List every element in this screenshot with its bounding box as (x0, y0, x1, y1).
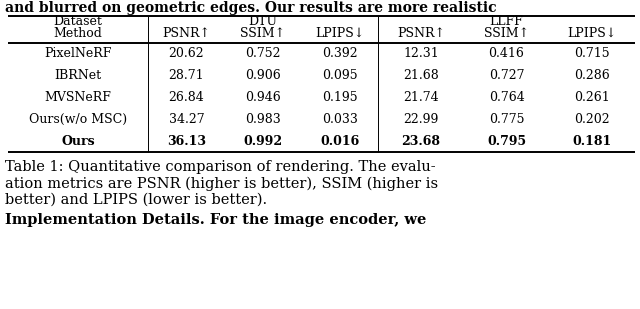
Text: 0.416: 0.416 (488, 47, 524, 60)
Text: 28.71: 28.71 (168, 69, 204, 82)
Text: PSNR↑: PSNR↑ (397, 27, 445, 40)
Text: 23.68: 23.68 (401, 135, 440, 148)
Text: Dataset: Dataset (54, 15, 102, 28)
Text: 0.906: 0.906 (245, 69, 281, 82)
Text: 0.992: 0.992 (243, 135, 283, 148)
Text: 0.286: 0.286 (574, 69, 610, 82)
Text: 0.983: 0.983 (245, 113, 281, 126)
Text: IBRNet: IBRNet (54, 69, 102, 82)
Text: 0.946: 0.946 (245, 91, 281, 104)
Text: 12.31: 12.31 (403, 47, 438, 60)
Text: 34.27: 34.27 (168, 113, 204, 126)
Text: PixelNeRF: PixelNeRF (44, 47, 112, 60)
Text: LLFF: LLFF (490, 15, 524, 28)
Text: better) and LPIPS (lower is better).: better) and LPIPS (lower is better). (5, 193, 267, 206)
Text: 0.392: 0.392 (322, 47, 358, 60)
Text: 0.795: 0.795 (487, 135, 526, 148)
Text: 0.095: 0.095 (322, 69, 358, 82)
Text: Method: Method (54, 27, 102, 40)
Text: 0.727: 0.727 (489, 69, 524, 82)
Text: 21.74: 21.74 (403, 91, 438, 104)
Text: ation metrics are PSNR (higher is better), SSIM (higher is: ation metrics are PSNR (higher is better… (5, 176, 438, 191)
Text: LPIPS↓: LPIPS↓ (568, 27, 617, 40)
Text: SSIM↑: SSIM↑ (484, 27, 529, 40)
Text: Implementation Details. For the image encoder, we: Implementation Details. For the image en… (5, 213, 426, 227)
Text: SSIM↑: SSIM↑ (241, 27, 285, 40)
Text: 0.715: 0.715 (574, 47, 610, 60)
Text: 0.261: 0.261 (574, 91, 610, 104)
Text: 0.033: 0.033 (322, 113, 358, 126)
Text: 0.195: 0.195 (322, 91, 358, 104)
Text: PSNR↑: PSNR↑ (163, 27, 211, 40)
Text: 0.752: 0.752 (245, 47, 281, 60)
Text: 0.016: 0.016 (320, 135, 359, 148)
Text: 0.202: 0.202 (574, 113, 610, 126)
Text: 26.84: 26.84 (168, 91, 204, 104)
Text: Ours: Ours (61, 135, 95, 148)
Text: 36.13: 36.13 (167, 135, 206, 148)
Text: DTU: DTU (248, 15, 278, 28)
Text: 0.775: 0.775 (489, 113, 524, 126)
Text: 22.99: 22.99 (403, 113, 438, 126)
Text: 20.62: 20.62 (168, 47, 204, 60)
Text: 0.181: 0.181 (573, 135, 612, 148)
Text: 0.764: 0.764 (488, 91, 524, 104)
Text: Ours(w/o MSC): Ours(w/o MSC) (29, 113, 127, 126)
Text: MVSNeRF: MVSNeRF (45, 91, 111, 104)
Text: 21.68: 21.68 (403, 69, 438, 82)
Text: LPIPS↓: LPIPS↓ (315, 27, 364, 40)
Text: Table 1: Quantitative comparison of rendering. The evalu-: Table 1: Quantitative comparison of rend… (5, 160, 436, 174)
Text: and blurred on geometric edges. Our results are more realistic: and blurred on geometric edges. Our resu… (5, 1, 497, 15)
